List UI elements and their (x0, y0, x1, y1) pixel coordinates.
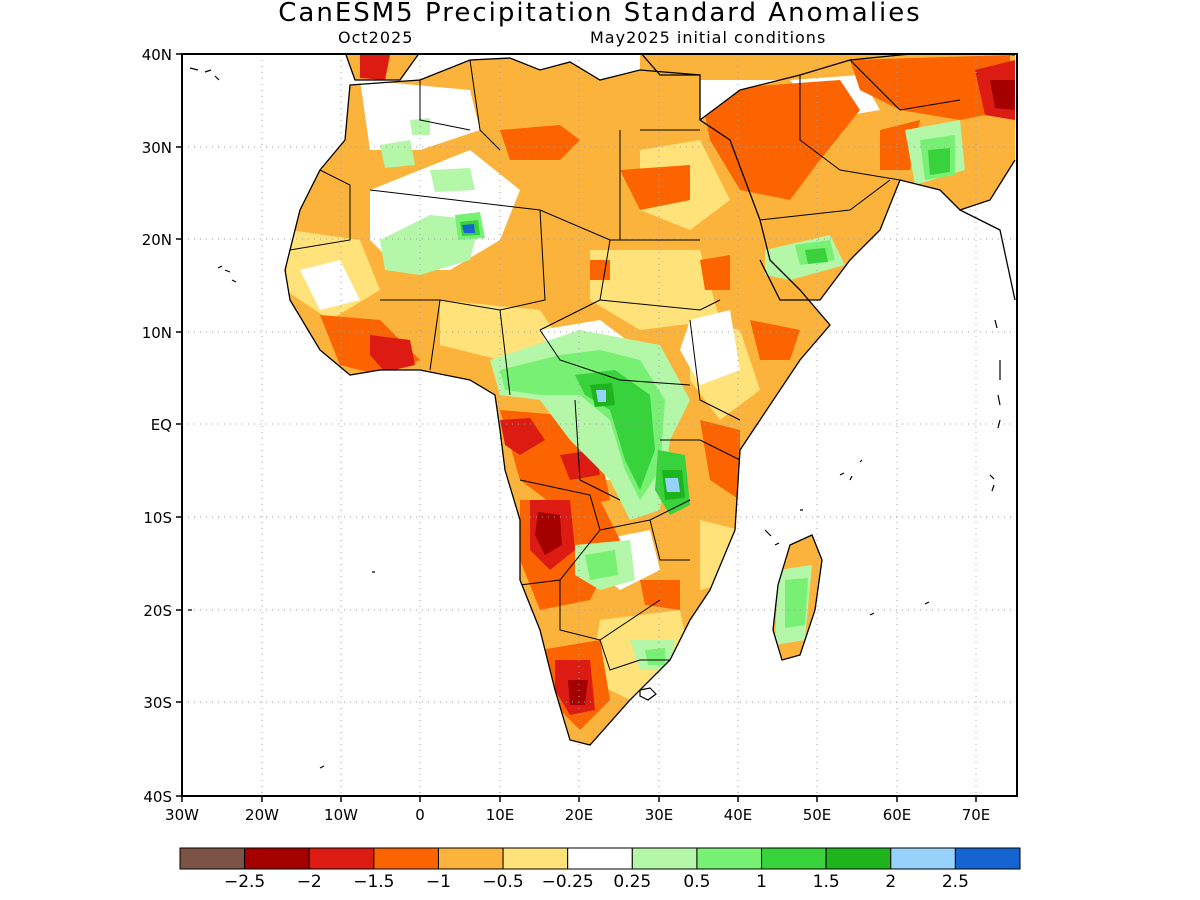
lat-label: EQ (151, 416, 172, 434)
colorbar-label: 0.25 (613, 872, 651, 892)
colorbar-label: −1 (426, 872, 451, 892)
colorbar-swatch (761, 847, 827, 870)
colorbar: −2.5 −2 −1.5 −1 −0.5 −0.25 0.25 0.5 1 1.5 2 2.5 (179, 847, 1021, 892)
colorbar-label: −2.5 (224, 872, 265, 892)
colorbar-label: 1.5 (813, 872, 840, 892)
lat-label: 30N (142, 139, 172, 157)
colorbar-swatch (696, 847, 763, 870)
lon-label: 20W (245, 806, 279, 824)
colorbar-swatch (890, 847, 956, 870)
colorbar-swatch (308, 847, 375, 870)
lat-label: 10S (143, 509, 172, 527)
lon-label: 20E (565, 806, 594, 824)
lat-label: 30S (143, 694, 172, 712)
islands (188, 67, 1001, 769)
colorbar-swatch (437, 847, 504, 870)
map-border (181, 53, 1018, 797)
latitude-labels: 40N 30N 20N 10N EQ 10S 20S 30S 40S (142, 46, 172, 806)
lat-label: 40S (143, 788, 172, 806)
lat-label: 20S (143, 602, 172, 620)
colorbar-swatch (825, 847, 892, 870)
colorbar-swatch (179, 847, 246, 870)
forecast-month-label: Oct2025 (338, 28, 414, 47)
colorbar-label: 0.5 (683, 872, 710, 892)
lon-label: 10E (486, 806, 515, 824)
colorbar-label: −0.5 (482, 872, 523, 892)
lat-label: 40N (142, 46, 172, 64)
colorbar-label: 2.5 (942, 872, 969, 892)
lat-label: 10N (142, 324, 172, 342)
lon-label: 50E (803, 806, 832, 824)
colorbar-label: 2 (885, 872, 896, 892)
longitude-labels: 30W 20W 10W 0 10E 20E 30E 40E 50E 60E 70… (165, 806, 990, 824)
colorbar-label: −1.5 (353, 872, 394, 892)
colorbar-label: 1 (756, 872, 767, 892)
colorbar-swatch (954, 847, 1021, 870)
colorbar-swatch (567, 847, 633, 870)
country-borders (289, 59, 961, 671)
lon-label: 30E (645, 806, 674, 824)
lon-label: 70E (962, 806, 991, 824)
colorbar-swatch (373, 847, 439, 870)
initial-conditions-label: May2025 initial conditions (590, 28, 827, 47)
lon-label: 10W (324, 806, 358, 824)
lon-label: 30W (165, 806, 199, 824)
gridlines (182, 54, 1017, 796)
lat-label: 20N (142, 231, 172, 249)
tick-marks (176, 53, 977, 802)
colorbar-label: −0.25 (542, 872, 594, 892)
lon-label: 40E (724, 806, 753, 824)
lon-label: 60E (883, 806, 912, 824)
colorbar-label: −2 (297, 872, 322, 892)
colorbar-swatch (244, 847, 310, 870)
colorbar-swatch (502, 847, 569, 870)
colorbar-swatch (631, 847, 698, 870)
lon-label: 0 (415, 806, 425, 824)
map-title: CanESM5 Precipitation Standard Anomalies (278, 0, 922, 28)
